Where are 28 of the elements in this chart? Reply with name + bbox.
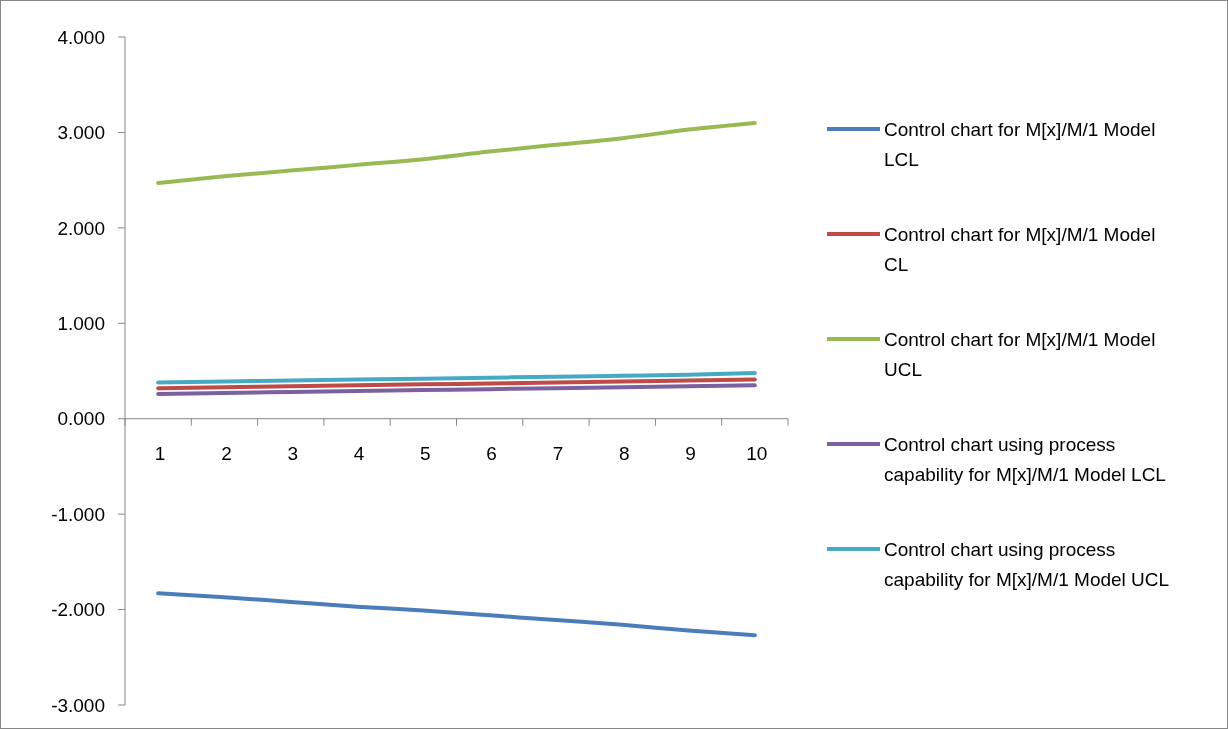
x-tick-label: 8 xyxy=(618,442,630,464)
x-tick-label: 2 xyxy=(221,442,232,464)
x-tick-label: 5 xyxy=(420,442,431,464)
y-tick-label: 4.000 xyxy=(57,26,105,48)
line-series xyxy=(156,383,757,396)
legend-label: Control chart using process capability for M[x]/M/1 Model UCL xyxy=(884,538,1170,591)
legend-label: Control chart using process capability for M[x]/M/1 Model LCL xyxy=(884,433,1166,486)
x-tick-label: 6 xyxy=(486,442,497,464)
line-series xyxy=(156,377,757,391)
x-tick-label: 4 xyxy=(353,442,365,464)
y-tick-label: -2.000 xyxy=(51,599,105,621)
x-tick-label: 9 xyxy=(685,442,696,464)
line-series xyxy=(156,370,757,385)
y-tick-label: 3.000 xyxy=(57,122,105,144)
line-series xyxy=(156,120,757,186)
line-series xyxy=(156,591,757,638)
y-tick-label: 2.000 xyxy=(57,217,105,239)
legend-label: Control chart for M[x]/M/1 Model UCL xyxy=(884,328,1156,381)
x-tick-label: 7 xyxy=(552,442,564,464)
y-tick-label: 0.000 xyxy=(57,408,105,430)
x-tick-label: 1 xyxy=(154,442,166,464)
y-tick-label: -3.000 xyxy=(51,694,105,716)
y-tick-label: -1.000 xyxy=(51,503,105,525)
x-tick-label: 3 xyxy=(287,442,299,464)
legend-label: Control chart for M[x]/M/1 Model CL xyxy=(884,223,1156,276)
legend-label: Control chart for M[x]/M/1 Model LCL xyxy=(884,118,1156,171)
y-tick-label: 1.000 xyxy=(57,312,105,334)
x-tick-label: 10 xyxy=(746,442,768,464)
